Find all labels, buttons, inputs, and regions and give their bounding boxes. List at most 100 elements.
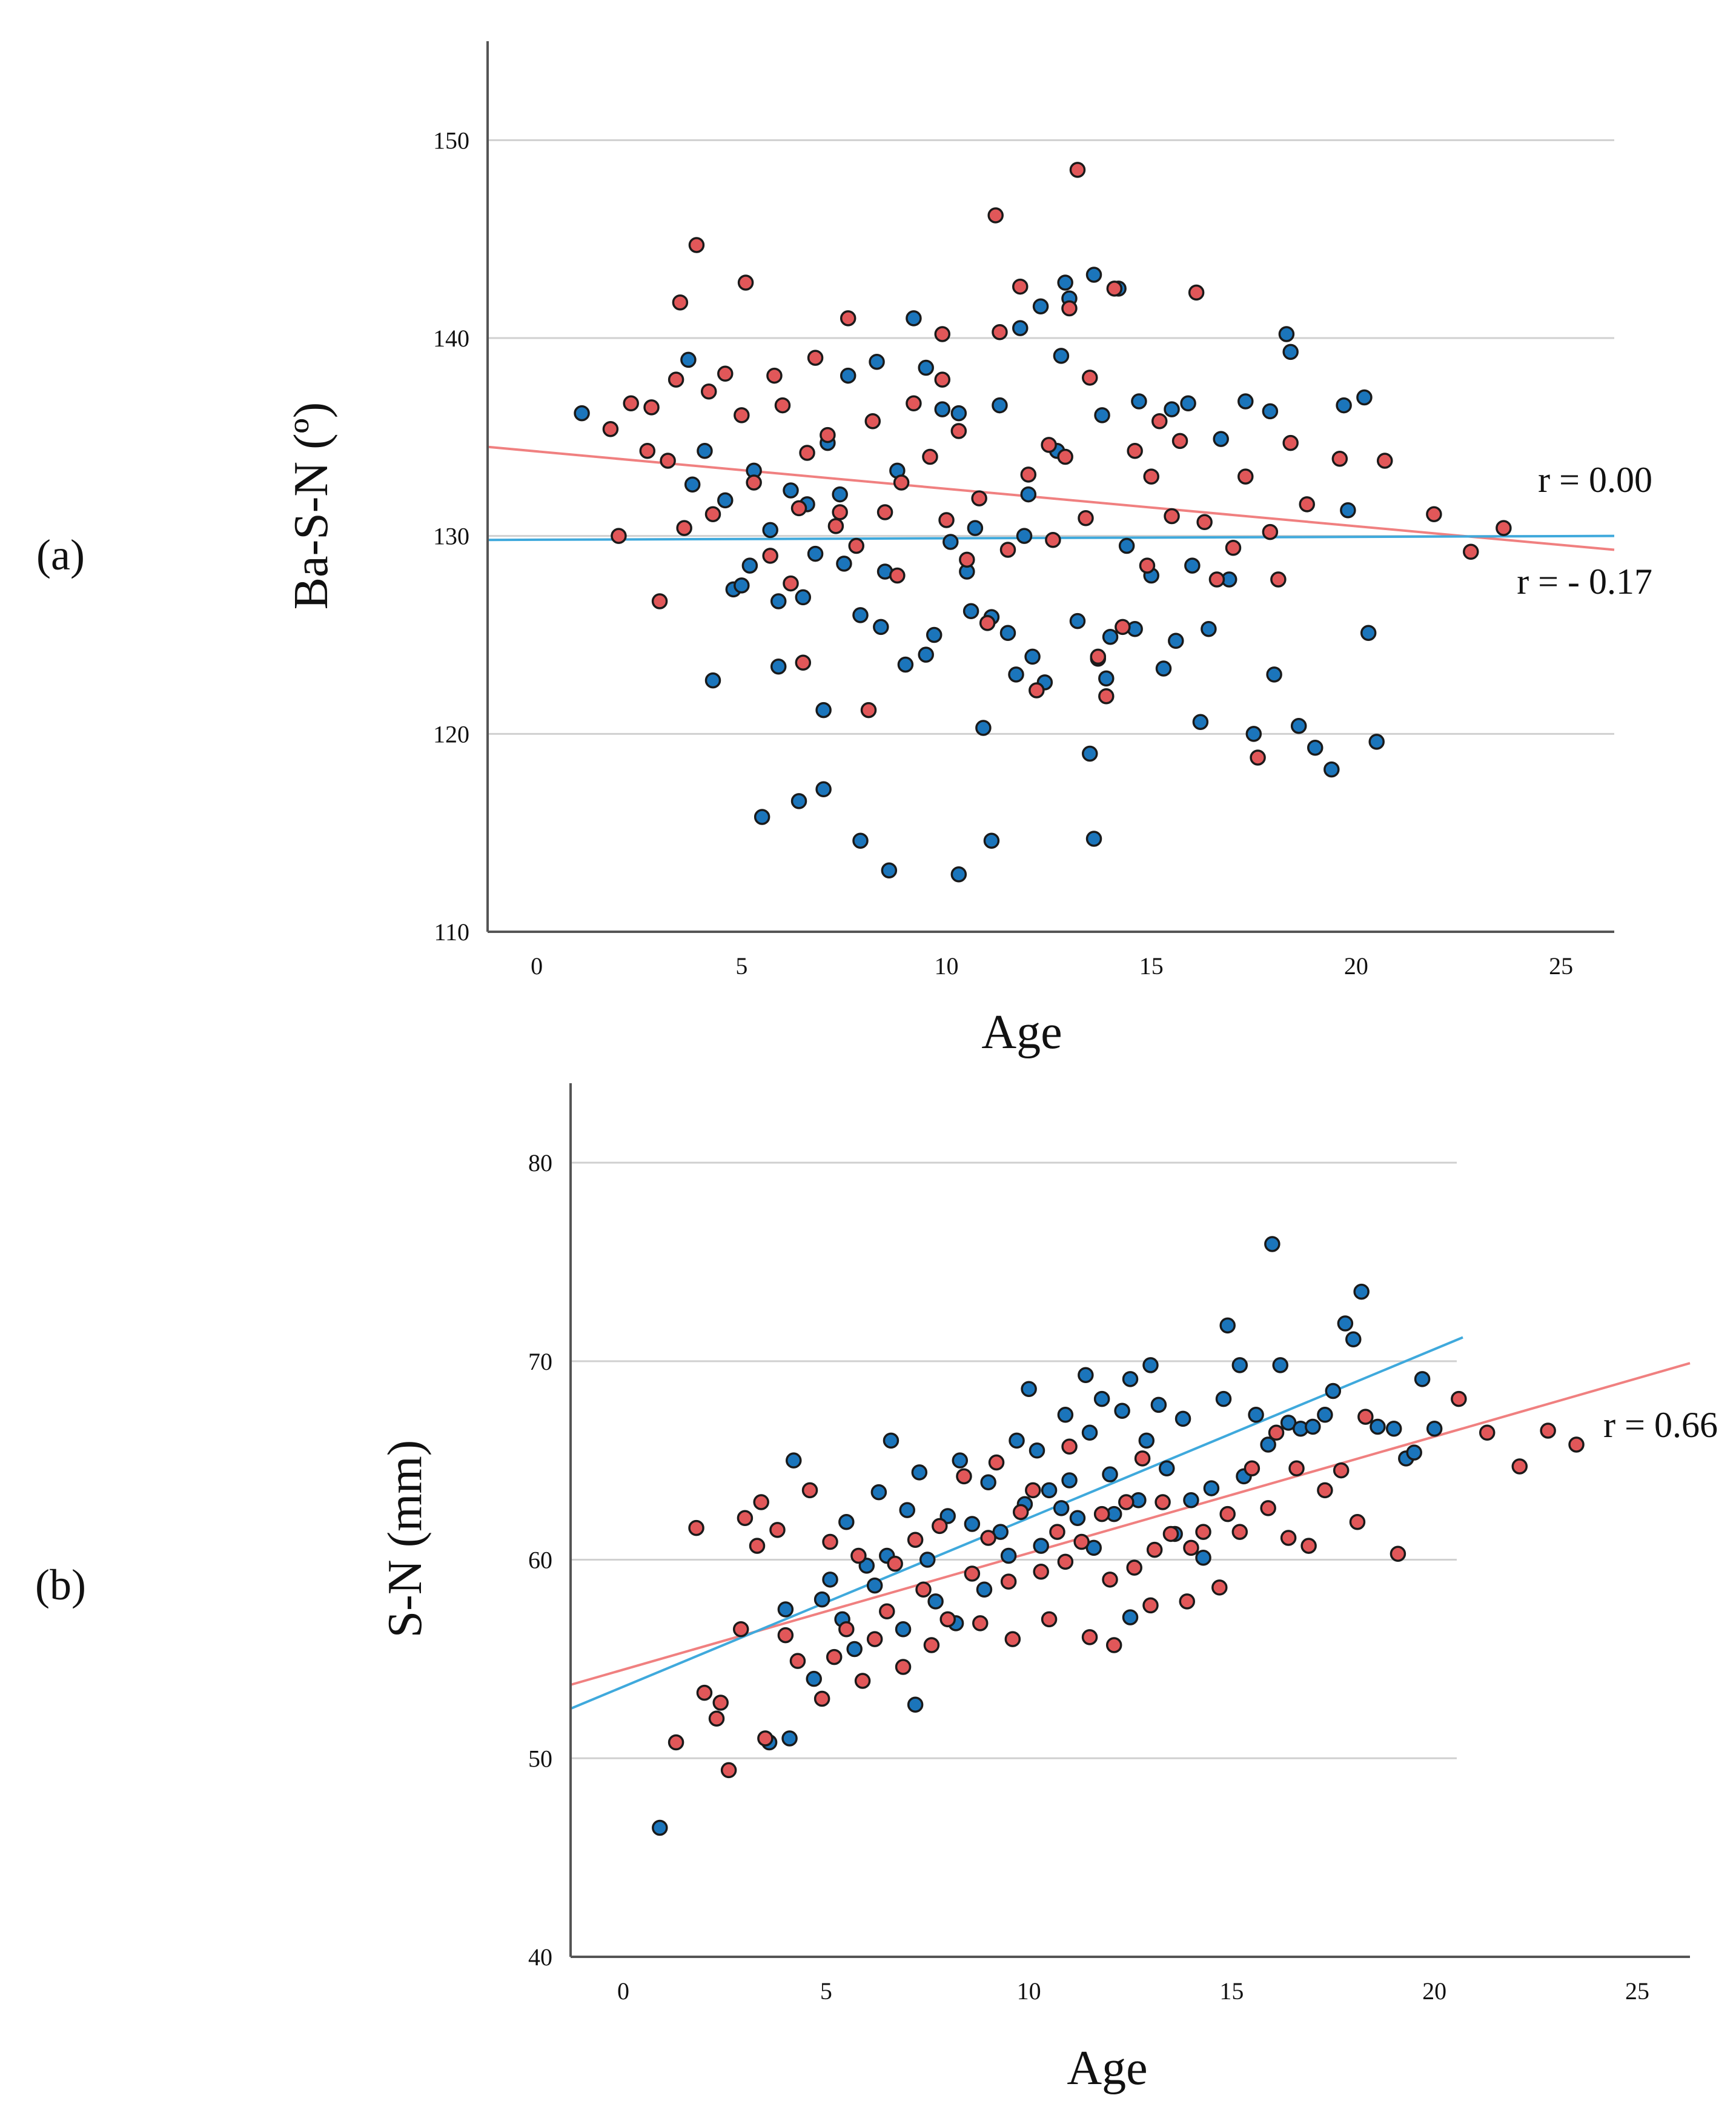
data-point-red — [1260, 1500, 1276, 1516]
data-point-red — [639, 442, 656, 459]
data-point-red — [651, 593, 668, 609]
data-point-blue — [1069, 612, 1086, 629]
data-point-red — [922, 448, 938, 465]
fit-line-red-line — [487, 445, 1615, 551]
data-point-red — [1081, 1629, 1098, 1645]
data-point-red — [801, 1482, 818, 1499]
panel-label-a: (a) — [36, 531, 85, 579]
data-point-blue — [1012, 320, 1029, 336]
x-axis-title-a: Age — [981, 1006, 1062, 1059]
data-point-red — [611, 528, 627, 544]
data-point-blue — [1102, 1466, 1118, 1482]
tick-labels-b: 40 50 60 70 80 0 5 10 15 20 25 — [528, 1149, 1649, 2005]
data-point-blue — [1155, 660, 1172, 677]
data-point-blue — [918, 646, 934, 663]
data-point-blue — [836, 556, 852, 572]
data-point-blue — [813, 1591, 830, 1608]
data-point-blue — [927, 1593, 944, 1610]
data-points-a — [574, 162, 1512, 883]
data-point-blue — [786, 1452, 802, 1469]
data-point-red — [717, 365, 734, 382]
data-point-blue — [911, 1464, 928, 1481]
data-point-blue — [1082, 745, 1098, 762]
data-point-red — [876, 504, 893, 520]
data-point-blue — [1180, 395, 1196, 412]
data-point-red — [623, 395, 639, 412]
data-point-red — [1237, 468, 1254, 485]
data-point-blue — [795, 589, 812, 606]
data-point-red — [987, 207, 1004, 224]
data-point-red — [848, 537, 864, 554]
data-point-red — [1143, 468, 1159, 485]
data-point-blue — [1262, 403, 1279, 420]
data-point-red — [762, 548, 778, 564]
data-point-red — [934, 371, 951, 388]
data-point-blue — [907, 1696, 924, 1713]
data-point-blue — [1009, 1432, 1025, 1449]
data-point-red — [1098, 688, 1115, 705]
data-point-red — [1244, 1460, 1261, 1477]
y-axis-title-a: Ba-S-N (º) — [285, 402, 338, 610]
data-point-red — [712, 1694, 729, 1711]
data-point-red — [1073, 1533, 1090, 1550]
data-point-blue — [1033, 1538, 1049, 1554]
data-point-blue — [815, 781, 832, 798]
data-point-blue — [652, 1819, 668, 1836]
data-point-red — [1029, 682, 1045, 699]
data-point-blue — [1021, 1381, 1037, 1397]
data-point-blue — [1201, 620, 1217, 637]
data-point-red — [915, 1581, 932, 1598]
data-point-red — [1164, 508, 1180, 525]
data-point-blue — [815, 702, 832, 719]
data-point-blue — [832, 486, 848, 503]
data-point-blue — [777, 1601, 794, 1618]
data-point-red — [822, 1533, 838, 1550]
data-point-blue — [1142, 1357, 1159, 1373]
data-point-red — [1090, 648, 1107, 665]
data-point-red — [1000, 1573, 1017, 1590]
data-point-red — [1300, 1538, 1317, 1554]
data-point-red — [939, 1611, 956, 1628]
data-point-red — [964, 1565, 981, 1582]
data-point-blue — [1174, 1410, 1191, 1427]
data-point-red — [783, 575, 799, 592]
data-point-red — [1511, 1458, 1528, 1475]
data-points-b — [652, 1236, 1585, 1836]
data-point-blue — [1016, 528, 1033, 544]
data-point-blue — [852, 832, 869, 849]
data-point-red — [1142, 1597, 1159, 1614]
data-point-blue — [1336, 397, 1352, 414]
data-point-red — [1105, 1637, 1122, 1653]
data-point-red — [1357, 1409, 1374, 1425]
data-point-blue — [1324, 761, 1340, 778]
data-point-red — [1082, 370, 1098, 386]
data-point-red — [1451, 1390, 1467, 1407]
data-point-red — [827, 518, 844, 534]
data-point-red — [864, 413, 881, 430]
y-axis-title-b: S-N (mm) — [379, 1440, 432, 1638]
data-point-red — [1069, 162, 1086, 178]
data-point-blue — [1041, 1482, 1058, 1499]
data-point-red — [971, 490, 987, 506]
data-point-blue — [992, 397, 1008, 414]
data-point-red — [1288, 1460, 1305, 1477]
data-point-red — [1179, 1593, 1195, 1610]
data-point-blue — [783, 482, 799, 499]
data-point-blue — [919, 1552, 936, 1568]
data-point-blue — [1368, 734, 1385, 750]
y-tick-label-b: 50 — [528, 1745, 552, 1772]
data-point-red — [1061, 300, 1078, 317]
data-point-blue — [943, 534, 959, 550]
data-point-blue — [1248, 1407, 1264, 1423]
x-axis-title-b: Age — [1067, 2042, 1147, 2095]
x-tick-label-b: 15 — [1219, 1977, 1244, 2005]
data-point-blue — [950, 405, 967, 422]
data-point-blue — [1385, 1420, 1402, 1437]
data-point-blue — [838, 1514, 855, 1530]
data-point-blue — [952, 1452, 969, 1469]
data-point-red — [1463, 543, 1479, 560]
data-point-red — [907, 1532, 924, 1548]
data-point-red — [906, 395, 922, 412]
data-point-blue — [881, 862, 898, 878]
